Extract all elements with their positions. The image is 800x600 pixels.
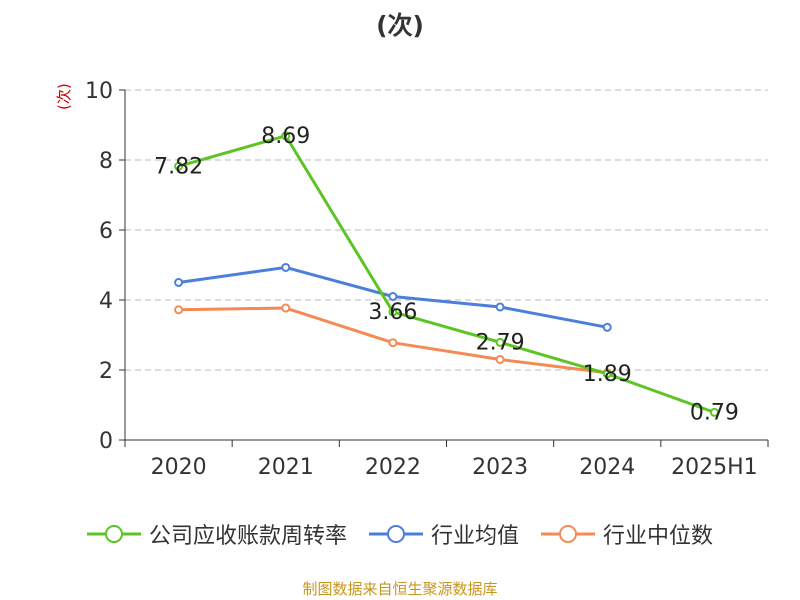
y-axis-tick-label: 0	[99, 429, 113, 454]
x-axis-tick-label: 2025H1	[671, 455, 758, 480]
data-labels: 7.82 8.69 3.66 2.79 1.89 0.79	[154, 124, 739, 426]
data-point-marker	[388, 338, 398, 348]
data-source-note: 制图数据来自恒生聚源数据库	[302, 580, 498, 598]
data-point-marker	[602, 322, 612, 332]
series-lines	[174, 131, 719, 417]
data-label: 3.66	[368, 300, 417, 325]
legend-item-industry-median[interactable]: 行业中位数	[541, 518, 713, 550]
data-point-marker	[388, 292, 398, 301]
data-point-marker	[174, 278, 184, 287]
data-point-marker	[602, 369, 612, 379]
legend-swatch-industry-median	[541, 525, 595, 543]
data-label: 7.82	[154, 154, 203, 179]
grid-lines	[125, 89, 768, 371]
data-point-marker	[495, 337, 505, 347]
legend-item-company[interactable]: 公司应收账款周转率	[86, 518, 347, 550]
x-axis-tick-label: 2020	[151, 455, 207, 480]
data-point-marker	[709, 407, 719, 417]
legend-swatch-industry-average	[368, 525, 423, 543]
legend-item-industry-average[interactable]: 行业均值	[368, 518, 519, 550]
data-point-marker	[174, 161, 184, 171]
x-axis-tick-label: 2022	[365, 455, 421, 480]
data-point-marker	[495, 302, 505, 312]
data-point-marker	[388, 307, 398, 317]
legend-label-industry-median: 行业中位数	[603, 524, 714, 549]
chart-title: (次)	[376, 11, 424, 40]
data-label: 2.79	[476, 330, 525, 355]
data-label: 8.69	[261, 124, 310, 149]
y-axis-tick-label: 4	[99, 289, 113, 314]
x-axis-tick-label: 2021	[258, 455, 314, 480]
data-point-marker	[281, 303, 291, 313]
axes: 0 2 4 6 8 10 2020 2021 2022 2023 2024 2025H1	[85, 79, 769, 480]
data-label: 0.79	[690, 400, 739, 425]
data-point-marker	[174, 305, 184, 315]
y-axis-tick-label: 6	[99, 219, 113, 244]
y-axis-tick-label: 10	[85, 79, 113, 104]
data-label: 1.89	[583, 362, 632, 387]
legend-label-company: 公司应收账款周转率	[148, 524, 347, 549]
data-point-marker	[281, 262, 291, 272]
x-axis-tick-label: 2023	[472, 455, 528, 480]
legend: 公司应收账款周转率 行业均值 行业中位数	[0, 518, 800, 550]
series-line-0	[178, 134, 715, 414]
data-point-marker	[495, 355, 505, 364]
data-point-marker	[281, 131, 291, 141]
y-axis-tick-label: 2	[99, 359, 113, 384]
legend-label-industry-average: 行业均值	[430, 524, 519, 549]
y-axis-tick-label: 8	[99, 149, 113, 174]
legend-swatch-company	[86, 525, 141, 543]
x-axis-tick-label: 2024	[579, 455, 635, 480]
